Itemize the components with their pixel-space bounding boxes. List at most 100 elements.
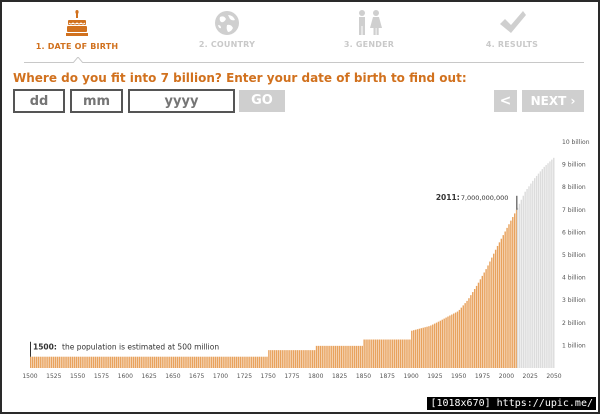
population-bar [308,350,310,368]
population-bar [270,350,272,368]
steps-nav: 1. DATE OF BIRTH 2. COUNTRY 3. GENDER [2,2,598,64]
population-bar [43,356,45,368]
population-bar [207,356,209,368]
step-gender[interactable]: 3. GENDER [299,10,439,49]
population-bar [197,356,200,368]
cake-icon [66,10,88,36]
population-bar [466,300,468,368]
population-bar [346,345,348,368]
projection-bar [547,163,549,368]
population-bar [367,339,369,368]
population-bar [174,356,177,368]
y-axis-ticks: 1 billion 2 billion 3 billion 4 billion 5 bi… [562,139,590,349]
y-tick-label: 7 billion [562,207,586,214]
x-tick-label: 1925 [427,373,442,380]
population-bar [504,231,506,368]
step-label-country: 2. COUNTRY [198,40,256,49]
population-bar [306,350,308,368]
population-bar [281,350,283,368]
chart-annotations: 1500: the population is estimated at 500… [30,193,518,357]
population-bar [172,356,175,368]
population-bar [220,356,222,368]
population-bar [123,356,125,368]
population-bar [64,356,66,368]
step-date-of-birth[interactable]: 1. DATE OF BIRTH [7,10,147,51]
population-bar [266,356,268,368]
prev-button[interactable]: < [494,90,517,112]
population-bar [71,356,74,368]
population-bar [241,356,243,368]
population-bar [399,339,402,368]
population-bar [432,324,434,368]
step-country[interactable]: 2. COUNTRY [157,10,297,49]
month-input[interactable] [70,89,123,113]
population-bar [75,356,78,368]
x-tick-label: 1575 [94,373,109,380]
projection-bar [533,178,536,368]
population-bar [473,288,476,368]
population-bar [211,356,213,368]
population-bar [104,356,106,368]
population-bar [129,356,131,368]
step-results[interactable]: 4. RESULTS [442,10,582,49]
population-bar [312,350,314,368]
population-bar [134,356,137,368]
x-tick-label: 1550 [70,373,85,380]
population-bar [371,339,373,368]
population-bar [70,356,72,368]
annotation-2011-year: 2011: [436,193,460,202]
population-bar [300,350,302,368]
population-bar [62,356,64,368]
year-input[interactable] [128,89,235,113]
population-bar [230,356,232,368]
population-bar [313,350,316,368]
population-bar [285,350,287,368]
population-bar [321,345,323,368]
population-bar [481,275,483,368]
population-bar [409,339,411,368]
population-bar [479,279,482,368]
population-bar [485,269,487,369]
population-bar [260,356,262,368]
population-bar [226,356,228,368]
population-bar [445,317,447,368]
x-tick-label: 1775 [284,373,299,380]
x-tick-label: 1750 [261,373,276,380]
x-tick-label: 1500 [22,373,37,380]
population-bar [348,345,350,368]
projection-bar [543,166,545,368]
population-bar [39,356,41,368]
x-tick-label: 1850 [356,373,371,380]
population-bar [513,213,516,368]
population-bar [332,345,335,368]
step-label-results: 4. RESULTS [485,40,539,49]
x-tick-label: 1900 [403,373,418,380]
population-bar [119,356,121,368]
population-bar [411,330,413,368]
population-bar [146,356,148,368]
population-bar [68,356,70,368]
population-bar [233,356,236,368]
population-bar [96,356,99,368]
population-bar [157,356,160,368]
population-bar [271,350,274,368]
population-bar [180,356,182,368]
population-bar [350,345,352,368]
population-bar [252,356,255,368]
day-input[interactable] [13,89,65,113]
population-bar [418,328,421,368]
population-bar [77,356,80,368]
population-bar [130,356,133,368]
next-button[interactable]: NEXT › [522,90,584,112]
population-bar [79,356,81,368]
projection-bar [551,159,553,368]
projection-bar [539,171,542,368]
go-button[interactable]: GO [239,90,285,112]
population-bar [193,356,196,368]
population-bar [319,345,322,368]
population-bar [167,356,169,368]
annotation-1500-text: the population is estimated at 500 milli… [62,343,219,352]
y-tick-label: 10 billion [562,139,590,146]
y-tick-label: 1 billion [562,342,586,349]
projection-bar [522,195,524,368]
